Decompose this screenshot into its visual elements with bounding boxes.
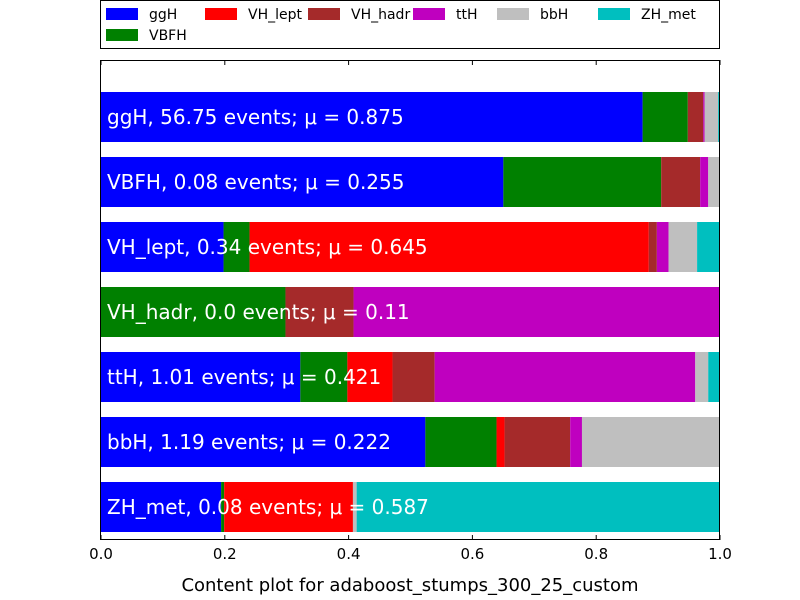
bar-segment-vh-hadr-vbfh xyxy=(101,287,286,337)
bar-segment-bbh-bbh xyxy=(581,417,720,467)
legend-label-zh-met: ZH_met xyxy=(641,7,696,23)
bar-segment-vh-lept-tth xyxy=(656,222,669,272)
bar-segment-vh-lept-ggh xyxy=(101,222,224,272)
bar-segment-bbh-tth xyxy=(570,417,582,467)
x-tick-label: 0.4 xyxy=(337,545,361,563)
plot-area: ggH, 56.75 events; μ = 0.875 VBFH, 0.08 e… xyxy=(89,60,732,563)
bar-segment-vh-hadr-tth xyxy=(353,287,720,337)
bar-segment-ggh-vbfh xyxy=(642,92,688,142)
bar-segment-vbfh-tth xyxy=(700,157,709,207)
bar-segment-tth-vbfh xyxy=(300,352,348,402)
bar-segment-bbh-vbfh xyxy=(425,417,497,467)
bar-segment-tth-vh-hadr xyxy=(392,352,435,402)
legend-swatch-vbfh xyxy=(106,29,138,41)
bar-segment-ggh-tth xyxy=(703,92,705,142)
bar-segment-vbfh-vbfh xyxy=(503,157,662,207)
bar-segment-vh-lept-bbh xyxy=(668,222,698,272)
x-axis-label: Content plot for adaboost_stumps_300_25_… xyxy=(181,575,638,596)
legend-swatch-bbh xyxy=(497,8,529,20)
bar-segment-tth-ggh xyxy=(101,352,301,402)
x-tick-label: 0.6 xyxy=(460,545,484,563)
bar-segment-bbh-vh-lept xyxy=(496,417,505,467)
bar-segment-zh-met-zh-met xyxy=(356,482,720,532)
bar-segment-zh-met-vbfh xyxy=(221,482,225,532)
bar-label-ggh: ggH, 56.75 events; μ = 0.875 xyxy=(107,105,404,129)
x-tick-label: 0.8 xyxy=(584,545,608,563)
bar-segment-ggh-vh-hadr xyxy=(687,92,704,142)
bar-label-vh-hadr: VH_hadr, 0.0 events; μ = 0.11 xyxy=(107,300,410,324)
x-tick-label: 0.0 xyxy=(89,545,113,563)
legend-swatch-ggh xyxy=(106,8,138,20)
bar-segment-tth-zh-met xyxy=(708,352,720,402)
plot-frame xyxy=(100,60,720,540)
bar-segment-tth-bbh xyxy=(695,352,709,402)
bar-label-vbfh: VBFH, 0.08 events; μ = 0.255 xyxy=(107,170,404,194)
bar-segment-zh-met-bbh xyxy=(352,482,357,532)
bar-segment-vh-lept-vh-hadr xyxy=(648,222,657,272)
legend-label-vh-hadr: VH_hadr xyxy=(351,7,410,23)
bar-segment-vbfh-bbh xyxy=(708,157,720,207)
legend-swatch-vh-lept xyxy=(205,8,237,20)
bar-segment-vbfh-ggh xyxy=(101,157,504,207)
legend: ggH VH_lept VH_hadr ttH bbH ZH_met VBFH xyxy=(100,0,720,49)
bar-segment-vbfh-vh-hadr xyxy=(661,157,701,207)
legend-swatch-tth xyxy=(413,8,445,20)
bar-segment-ggh-ggh xyxy=(101,92,643,142)
bar-label-bbh: bbH, 1.19 events; μ = 0.222 xyxy=(107,430,391,454)
legend-swatch-zh-met xyxy=(598,8,630,20)
bar-label-vh-lept: VH_lept, 0.34 events; μ = 0.645 xyxy=(107,235,428,259)
legend-label-ggh: ggH xyxy=(149,7,177,23)
bar-segment-vh-hadr-vh-hadr xyxy=(285,287,354,337)
bar-segment-vh-lept-zh-met xyxy=(697,222,720,272)
bar-segment-zh-met-vh-lept xyxy=(224,482,353,532)
legend-label-vh-lept: VH_lept xyxy=(248,7,302,23)
bar-label-tth: ttH, 1.01 events; μ = 0.421 xyxy=(107,365,381,389)
bar-segment-tth-vh-lept xyxy=(347,352,393,402)
legend-label-vbfh: VBFH xyxy=(149,28,187,44)
bar-segment-ggh-bbh xyxy=(704,92,719,142)
legend-label-bbh: bbH xyxy=(540,7,568,23)
bar-segment-vh-lept-vh-lept xyxy=(249,222,649,272)
legend-swatch-vh-hadr xyxy=(308,8,340,20)
bar-segment-bbh-ggh xyxy=(101,417,426,467)
x-tick-label: 0.2 xyxy=(213,545,237,563)
bar-segment-bbh-vh-hadr xyxy=(504,417,571,467)
bar-segment-vh-lept-vbfh xyxy=(223,222,250,272)
bar-label-zh-met: ZH_met, 0.08 events; μ = 0.587 xyxy=(107,495,429,519)
bar-segment-zh-met-ggh xyxy=(101,482,222,532)
legend-label-tth: ttH xyxy=(456,7,478,23)
x-tick-label: 1.0 xyxy=(708,545,732,563)
bar-segment-tth-tth xyxy=(434,352,696,402)
